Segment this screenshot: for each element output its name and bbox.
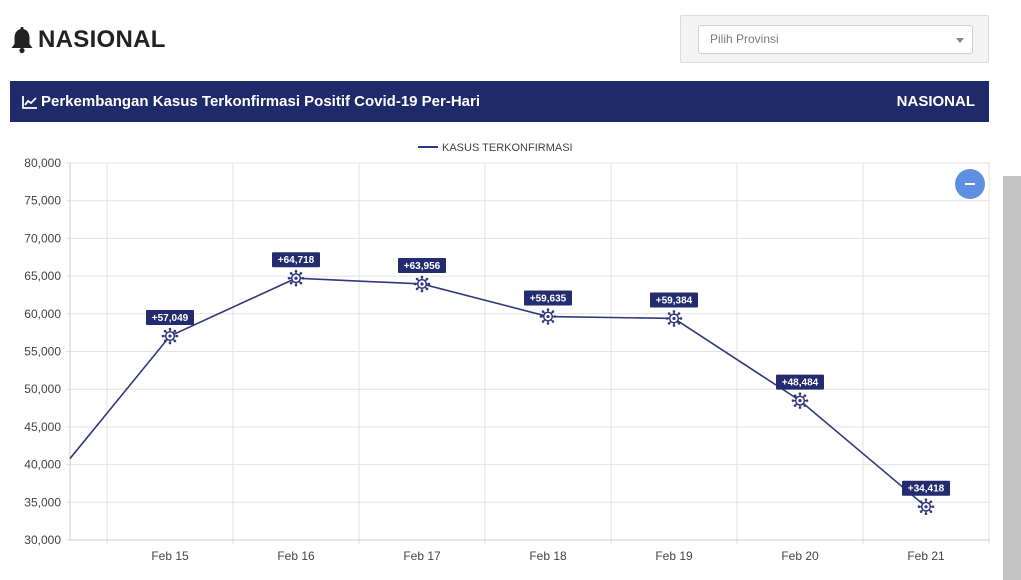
y-tick-label: 30,000 xyxy=(24,533,61,547)
x-tick-label: Feb 19 xyxy=(655,549,693,563)
virus-icon[interactable] xyxy=(287,269,305,287)
y-tick-label: 80,000 xyxy=(24,156,61,170)
chart-header-banner: Perkembangan Kasus Terkonfirmasi Positif… xyxy=(10,81,989,122)
data-label-box xyxy=(776,374,824,390)
y-tick-label: 65,000 xyxy=(24,269,61,283)
y-tick-label: 60,000 xyxy=(24,307,61,321)
data-label: +63,956 xyxy=(404,261,441,272)
data-label-box xyxy=(524,290,572,306)
line-chart-icon xyxy=(22,95,37,109)
data-label: +48,484 xyxy=(782,378,819,389)
y-tick-label: 35,000 xyxy=(24,495,61,509)
bell-icon xyxy=(11,27,33,54)
y-tick-label: 40,000 xyxy=(24,458,61,472)
chart-header-scope: NASIONAL xyxy=(896,93,975,110)
virus-icon[interactable] xyxy=(539,308,557,325)
virus-icon[interactable] xyxy=(917,498,935,515)
virus-icon[interactable] xyxy=(791,392,809,409)
chart-header-title: Perkembangan Kasus Terkonfirmasi Positif… xyxy=(41,93,481,110)
x-tick-label: Feb 17 xyxy=(403,549,441,563)
y-tick-label: 70,000 xyxy=(24,231,61,245)
virus-icon[interactable] xyxy=(161,327,179,345)
scrollbar-thumb[interactable] xyxy=(1003,176,1021,580)
data-label: +59,384 xyxy=(656,295,693,306)
x-tick-label: Feb 18 xyxy=(529,549,567,563)
y-tick-label: 50,000 xyxy=(24,382,61,396)
data-label-box xyxy=(902,480,950,496)
x-tick-label: Feb 15 xyxy=(151,549,189,563)
data-label-box xyxy=(146,310,194,326)
x-tick-label: Feb 16 xyxy=(277,549,315,563)
x-tick-label: Feb 20 xyxy=(781,549,819,563)
chevron-down-icon xyxy=(956,38,964,43)
y-tick-label: 55,000 xyxy=(24,345,61,359)
data-label: +64,718 xyxy=(278,255,315,266)
province-select[interactable]: Pilih Provinsi xyxy=(698,25,973,54)
data-label-box xyxy=(650,292,698,308)
line-chart: 30,000 35,000 40,000 45,000 50,000 55,000 60,0… xyxy=(24,142,990,563)
data-label: +59,635 xyxy=(530,294,567,305)
data-label-box xyxy=(398,257,446,273)
page-title: NASIONAL xyxy=(8,26,166,54)
y-tick-label: 45,000 xyxy=(24,420,61,434)
legend-label: KASUS TERKONFIRMASI xyxy=(442,142,573,154)
virus-icon[interactable] xyxy=(413,275,431,293)
zoom-out-button[interactable] xyxy=(955,169,985,199)
minus-icon xyxy=(965,183,975,185)
x-tick-label: Feb 21 xyxy=(907,549,945,563)
data-label: +57,049 xyxy=(152,313,189,324)
province-filter: Pilih Provinsi xyxy=(680,15,989,63)
province-select-placeholder: Pilih Provinsi xyxy=(710,32,779,46)
virus-icon[interactable] xyxy=(665,310,683,327)
page-title-text: NASIONAL xyxy=(38,26,166,53)
data-label: +34,418 xyxy=(908,484,945,495)
series-line xyxy=(69,277,927,508)
y-tick-label: 75,000 xyxy=(24,194,61,208)
data-label-box xyxy=(272,252,320,268)
